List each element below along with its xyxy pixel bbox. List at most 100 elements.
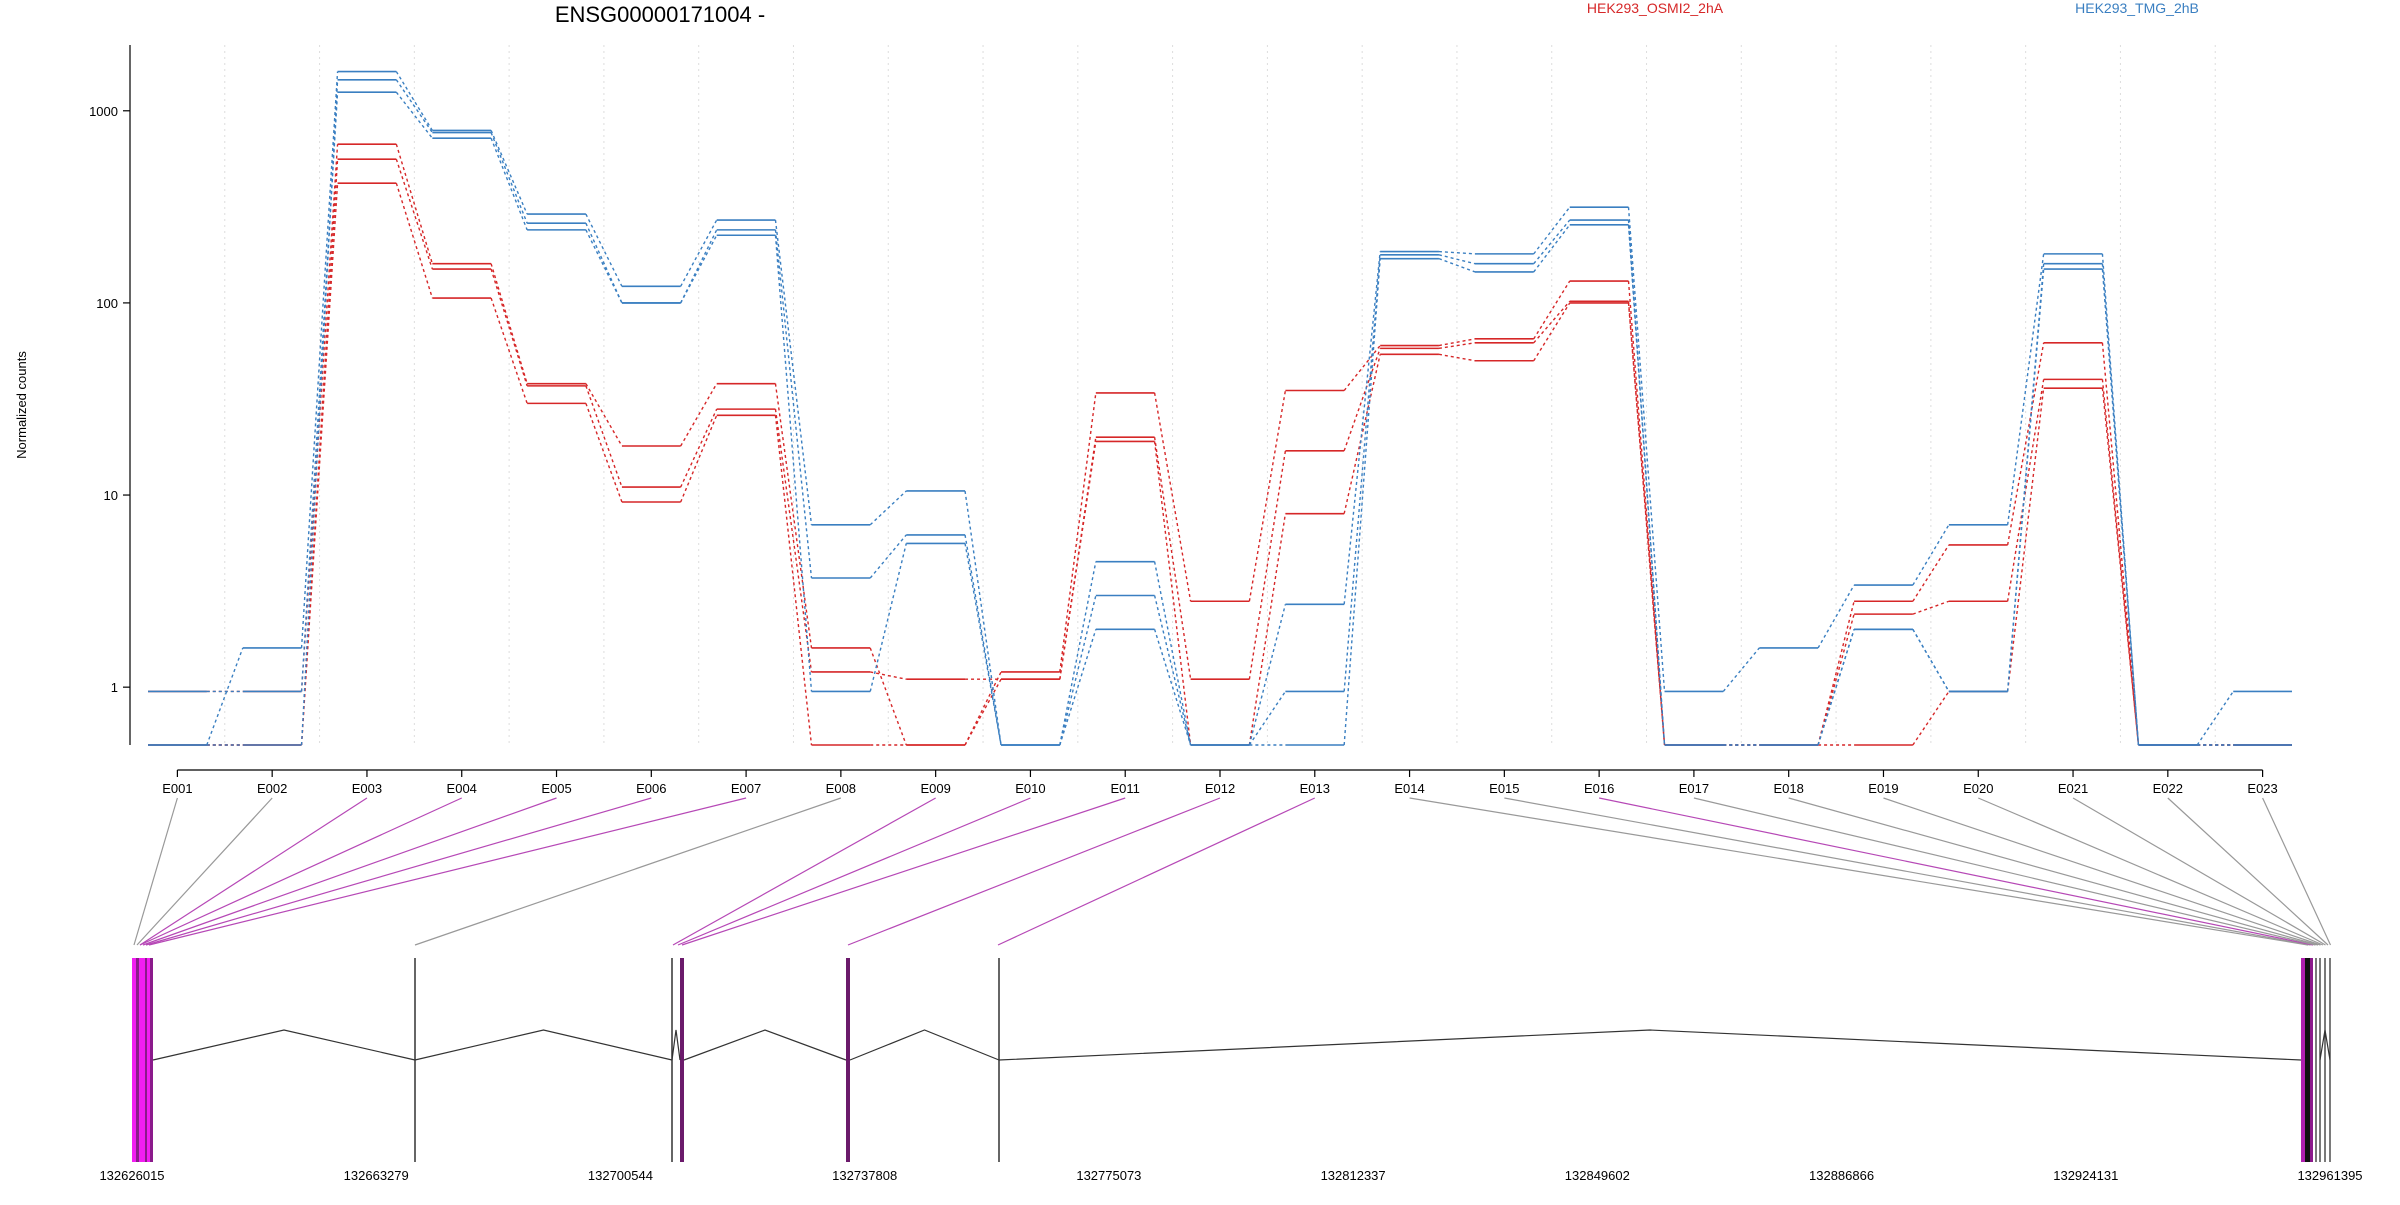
series-transition: [1059, 392, 1097, 673]
gene-model-layer: [132, 958, 2331, 1162]
series-transition: [870, 671, 907, 680]
series-transition: [1438, 342, 1476, 350]
exon-connector-line: [133, 797, 178, 946]
genomic-tick-label: 132812337: [1321, 1168, 1386, 1183]
series-transition: [300, 183, 339, 746]
exon-block: [2301, 958, 2305, 1162]
exon-block: [150, 958, 153, 1162]
series-transition: [1912, 600, 1950, 615]
series-transition: [1343, 254, 1381, 692]
series-transition: [1627, 302, 1666, 746]
series-transition: [1627, 224, 1666, 746]
series-transition: [774, 415, 813, 746]
axes-layer: 1 10 100 1000: [89, 45, 2263, 771]
genomic-tick-label: 132737808: [832, 1168, 897, 1183]
exon-connector-line: [2167, 797, 2329, 946]
exon-block: [132, 958, 152, 1162]
exon-connector-line: [1409, 797, 2309, 946]
series-transition: [1912, 524, 1950, 586]
genomic-tick-label: 132700544: [588, 1168, 653, 1183]
y-tick-label: 1000: [89, 104, 118, 119]
x-tick-label-e014: E014: [1394, 781, 1424, 796]
y-tick-label: 10: [104, 488, 118, 503]
series-transition: [490, 268, 528, 387]
y-tick-label: 1: [111, 680, 118, 695]
exon-block: [136, 958, 139, 1162]
series-transition: [2006, 342, 2045, 546]
genomic-tick-label: 132924131: [2053, 1168, 2118, 1183]
intron-line: [671, 1029, 681, 1061]
series-transition: [2101, 269, 2140, 746]
series-transition: [869, 543, 907, 692]
chart-title: ENSG00000171004 -: [555, 2, 765, 27]
series-transition: [2006, 269, 2045, 692]
x-tick-label-e015: E015: [1489, 781, 1519, 796]
series-transition: [1343, 348, 1381, 451]
exon-connector-line: [2072, 797, 2326, 946]
x-tick-label-e008: E008: [826, 781, 856, 796]
series-transition: [680, 383, 718, 447]
series-transition: [585, 213, 623, 287]
genomic-tick-label: 132849602: [1565, 1168, 1630, 1183]
exon-connector-line: [145, 797, 652, 946]
exon-connector-line: [148, 797, 747, 946]
series-transition: [490, 297, 528, 404]
series-2: [148, 158, 2292, 746]
x-tick-label-e020: E020: [1963, 781, 1993, 796]
exon-connector-line: [997, 797, 1316, 946]
genomic-tick-label: 132775073: [1076, 1168, 1141, 1183]
intron-line: [152, 1029, 416, 1061]
genomic-tick-label: 132663279: [344, 1168, 409, 1183]
series-transition: [1912, 691, 1950, 746]
series-transition: [1438, 353, 1476, 362]
series-transition: [964, 678, 1002, 746]
series-layer: [148, 70, 2292, 746]
series-transition: [1533, 302, 1571, 362]
series-transition: [680, 219, 718, 287]
legend-label-osmi2: HEK293_OSMI2_2hA: [1587, 0, 1724, 16]
x-tick-layer: E001 E002 E003 E004 E005 E006 E007 E008 E009 E010…: [162, 770, 2278, 796]
series-transition: [2196, 691, 2234, 746]
exon-connector-line: [2262, 797, 2332, 946]
series-transition: [1059, 561, 1097, 746]
series-transition: [1248, 450, 1287, 680]
series-transition: [585, 229, 623, 304]
exon-connector-line: [414, 797, 842, 946]
series-5: [148, 78, 2292, 746]
exon-connector-line: [1788, 797, 2319, 946]
series-transition: [680, 408, 718, 488]
series-transition: [1153, 437, 1192, 680]
series-transition: [1059, 441, 1097, 680]
x-tick-label-e017: E017: [1679, 781, 1709, 796]
x-tick-label-e002: E002: [257, 781, 287, 796]
x-tick-label-e006: E006: [636, 781, 666, 796]
exon-connector-line: [1693, 797, 2316, 946]
series-transition: [1817, 584, 1855, 649]
series-transition: [774, 409, 813, 673]
series-transition: [395, 158, 434, 270]
exon-connector-line: [142, 797, 557, 946]
series-transition: [1817, 629, 1855, 746]
series-transition: [774, 235, 813, 692]
x-tick-label-e016: E016: [1584, 781, 1614, 796]
x-tick-label-e019: E019: [1868, 781, 1898, 796]
genomic-tick-label: 132626015: [99, 1168, 164, 1183]
series-transition: [1912, 544, 1950, 602]
exon-connector-line: [681, 797, 1126, 946]
series-transition: [1343, 345, 1381, 391]
series-transition: [1248, 691, 1286, 746]
series-transition: [1059, 629, 1097, 746]
y-tick-label: 100: [96, 296, 118, 311]
genomic-tick-label: 132961395: [2297, 1168, 2362, 1183]
series-4: [148, 70, 2292, 746]
x-tick-label-e013: E013: [1300, 781, 1330, 796]
intron-line: [2319, 1029, 2331, 1061]
series-transition: [964, 543, 1002, 746]
x-tick-label-e004: E004: [447, 781, 477, 796]
x-tick-label-e010: E010: [1015, 781, 1045, 796]
series-transition: [1248, 604, 1287, 746]
exon-connector-line: [139, 797, 462, 946]
exon-block: [846, 958, 850, 1162]
